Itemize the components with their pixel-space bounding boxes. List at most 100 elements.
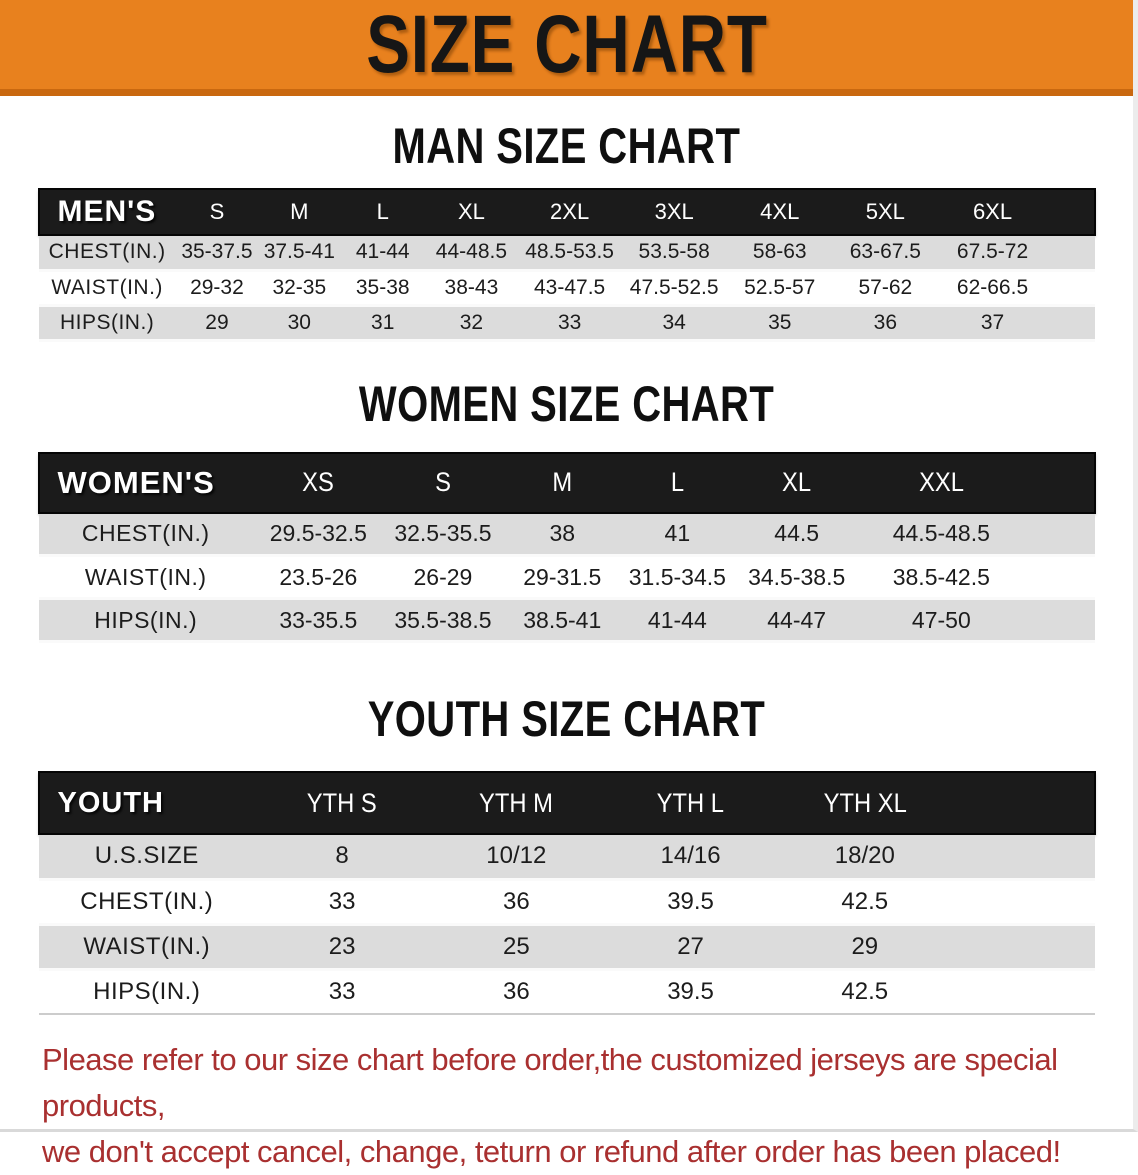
size-value-cell: 31 — [371, 310, 395, 334]
size-value-cell: 38.5-42.5 — [892, 563, 990, 590]
size-value-cell: 35-37.5 — [181, 240, 253, 264]
table-corner-label: YOUTH — [57, 786, 164, 819]
size-value-cell: 36 — [873, 310, 898, 334]
row-label: CHEST(IN.) — [80, 887, 214, 915]
size-column-header: YTH XL — [823, 787, 907, 818]
size-value-cell: 48.5-53.5 — [525, 240, 614, 264]
size-value-cell: 32-35 — [272, 275, 327, 299]
row-filler — [952, 879, 1095, 924]
size-value-cell: 53.5-58 — [638, 240, 710, 264]
size-column-header: 3XL — [654, 199, 694, 224]
size-column-header: L — [376, 199, 389, 224]
row-label: U.S.SIZE — [94, 842, 199, 870]
row-label: WAIST(IN.) — [83, 932, 211, 960]
table-corner-label: WOMEN'S — [57, 464, 215, 500]
table-row: CHEST(IN.) 33 36 39.5 42.5 — [38, 879, 1095, 924]
disclaimer: Please refer to our size chart before or… — [0, 1037, 1133, 1175]
size-column-header: L — [670, 467, 684, 497]
size-column-header: 6XL — [972, 199, 1013, 224]
size-value-cell: 44.5 — [774, 520, 820, 547]
size-column-header: 4XL — [760, 199, 800, 224]
size-value-cell: 35 — [768, 310, 792, 334]
size-value-cell: 33 — [328, 977, 356, 1005]
size-value-cell: 36 — [502, 887, 530, 915]
size-value-cell: 32.5-35.5 — [394, 520, 492, 547]
size-value-cell: 29.5-32.5 — [269, 520, 367, 547]
row-label: CHEST(IN.) — [48, 240, 166, 264]
table-row: U.S.SIZE 8 10/12 14/16 18/20 — [38, 834, 1095, 879]
size-value-cell: 47-50 — [911, 606, 971, 633]
row-label: HIPS(IN.) — [59, 310, 155, 334]
size-value-cell: 37 — [980, 310, 1005, 334]
row-filler — [952, 969, 1095, 1014]
size-value-cell: 33 — [557, 310, 582, 334]
row-filler — [1047, 235, 1095, 270]
header-filler — [952, 772, 1095, 834]
size-value-cell: 44-48.5 — [435, 240, 508, 264]
size-value-cell: 41 — [664, 520, 691, 547]
table-row: HIPS(IN.) 33-35.5 35.5-38.5 38.5-41 41-44 44-… — [38, 598, 1095, 642]
size-value-cell: 38.5-41 — [523, 606, 602, 633]
row-filler — [1047, 270, 1095, 305]
size-value-cell: 29-32 — [190, 275, 244, 299]
row-label: WAIST(IN.) — [51, 275, 163, 299]
size-value-cell: 25 — [502, 932, 530, 960]
table-header-row: WOMEN'S XS S M L XL XXL — [38, 452, 1095, 513]
table-row: HIPS(IN.) 29 30 31 32 33 34 35 36 37 — [38, 305, 1095, 340]
size-value-cell: 67.5-72 — [956, 240, 1029, 264]
size-value-cell: 58-63 — [752, 240, 807, 264]
size-value-cell: 41-44 — [647, 606, 707, 633]
size-value-cell: 35-38 — [355, 275, 410, 299]
table-row: CHEST(IN.) 35-37.5 37.5-41 41-44 44-48.5 48.5… — [38, 235, 1095, 270]
row-label: HIPS(IN.) — [94, 606, 198, 633]
size-value-cell: 29 — [205, 310, 229, 334]
table-row: HIPS(IN.) 33 36 39.5 42.5 — [38, 969, 1095, 1014]
size-value-cell: 47.5-52.5 — [629, 275, 719, 299]
row-label: HIPS(IN.) — [93, 977, 201, 1005]
row-label: CHEST(IN.) — [81, 520, 210, 547]
size-value-cell: 23.5-26 — [279, 563, 358, 590]
size-value-cell: 43-47.5 — [534, 275, 606, 299]
size-value-cell: 33-35.5 — [279, 606, 358, 633]
size-value-cell: 30 — [287, 310, 311, 334]
header-filler — [1047, 189, 1095, 235]
youth-size-chart-title: YOUTH SIZE CHART — [367, 691, 766, 747]
size-column-header: XL — [782, 467, 812, 497]
men-size-table: MEN'S S M L XL 2XL 3XL 4XL 5XL 6XL CHEST(IN.) 35-37… — [38, 188, 1096, 342]
size-value-cell: 62-66.5 — [956, 275, 1029, 299]
size-value-cell: 26-29 — [413, 563, 473, 590]
size-column-header: S — [435, 467, 451, 497]
row-filler — [952, 834, 1095, 879]
size-column-header: XXL — [918, 467, 964, 497]
size-column-header: YTH S — [307, 787, 378, 818]
size-value-cell: 31.5-34.5 — [628, 563, 726, 590]
size-value-cell: 34 — [662, 310, 686, 334]
size-value-cell: 36 — [502, 977, 530, 1005]
table-row: WAIST(IN.) 23.5-26 26-29 29-31.5 31.5-34.5 34… — [38, 555, 1095, 599]
size-value-cell: 32 — [459, 310, 484, 334]
size-value-cell: 44-47 — [767, 606, 827, 633]
table-row: CHEST(IN.) 29.5-32.5 32.5-35.5 38 41 44.5 44.5… — [38, 512, 1095, 556]
size-column-header: M — [552, 467, 573, 497]
disclaimer-line-2: we don't accept cancel, change, teturn o… — [42, 1134, 1061, 1169]
row-filler — [1022, 599, 1095, 642]
section-title-women: WOMEN SIZE CHART — [0, 376, 1133, 432]
table-header-row: MEN'S S M L XL 2XL 3XL 4XL 5XL 6XL — [38, 189, 1095, 235]
women-size-table: WOMEN'S XS S M L XL XXL CHEST(IN.) 29.5-32.5 32.5… — [38, 452, 1096, 644]
size-value-cell: 39.5 — [667, 977, 714, 1005]
row-filler — [1022, 513, 1095, 556]
size-column-header: XS — [302, 467, 335, 497]
table-row: WAIST(IN.) 29-32 32-35 35-38 38-43 43-47.5 47.… — [38, 270, 1095, 305]
size-value-cell: 14/16 — [660, 842, 721, 870]
row-filler — [1047, 305, 1095, 340]
size-value-cell: 41-44 — [355, 240, 410, 264]
size-value-cell: 33 — [328, 887, 356, 915]
row-filler — [1022, 556, 1095, 599]
size-value-cell: 42.5 — [841, 887, 889, 915]
size-column-header: 2XL — [550, 199, 590, 224]
size-value-cell: 38 — [549, 520, 576, 547]
size-value-cell: 34.5-38.5 — [748, 563, 846, 590]
men-size-chart-title: MAN SIZE CHART — [392, 118, 741, 174]
youth-size-table: YOUTH YTH S YTH M YTH L YTH XL U.S.SIZE 8 10/12… — [38, 771, 1096, 1015]
